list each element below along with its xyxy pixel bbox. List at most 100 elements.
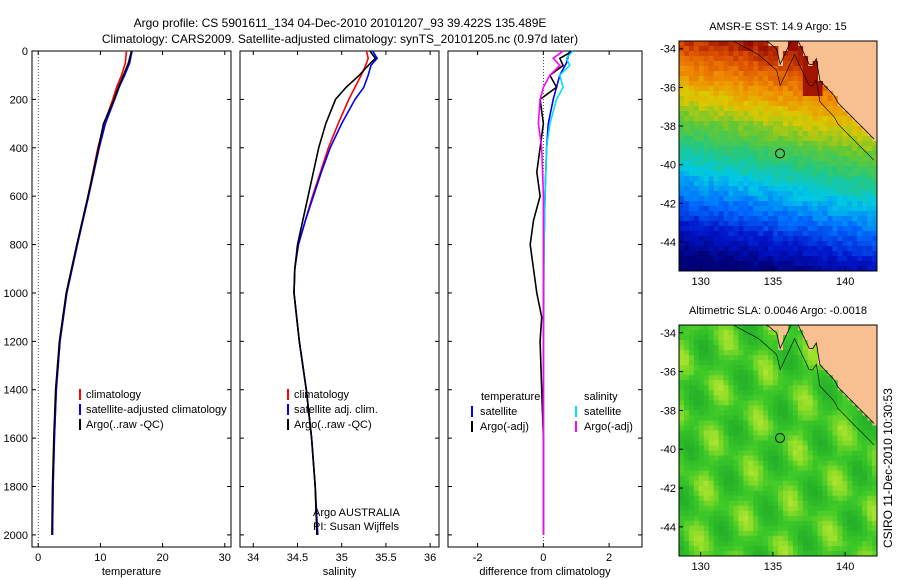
map-cell — [693, 410, 700, 416]
map-cell — [703, 460, 710, 467]
map-cell — [723, 171, 729, 177]
map-cell — [743, 111, 749, 117]
map-cell — [797, 221, 804, 227]
map-cell — [688, 71, 695, 77]
map-cell — [827, 435, 833, 441]
map-cell — [758, 550, 764, 557]
map-cell — [827, 121, 833, 127]
map-cell — [679, 216, 685, 222]
map-cell — [867, 445, 873, 451]
map-cell — [842, 131, 848, 137]
map-cell — [688, 505, 695, 512]
map-cell — [822, 530, 828, 537]
map-cell — [797, 380, 804, 386]
map-cell — [728, 156, 734, 162]
figure-title-line2: Climatology: CARS2009. Satellite-adjuste… — [102, 32, 578, 46]
map-cell — [683, 530, 690, 537]
map-cell — [743, 500, 749, 507]
map-cell — [822, 236, 828, 242]
map-cell — [703, 390, 710, 396]
map-cell — [872, 490, 878, 497]
map-cell — [738, 101, 744, 107]
map-cell — [847, 196, 853, 202]
map-cell — [847, 266, 853, 272]
map-cell — [748, 430, 754, 436]
map-cell — [837, 490, 843, 497]
map-cell — [703, 141, 710, 147]
map-cell — [698, 515, 705, 522]
map-cell — [703, 525, 710, 532]
map-cell — [787, 425, 794, 431]
map-cell — [688, 410, 695, 416]
map-cell — [733, 485, 739, 492]
map-cell — [827, 500, 833, 507]
map-cell — [758, 191, 764, 197]
map-cell — [773, 161, 779, 167]
map-cell — [688, 520, 695, 527]
map-cell — [773, 251, 779, 257]
map-cell — [679, 530, 685, 537]
map-cell — [872, 196, 878, 202]
map-cell — [773, 166, 779, 172]
map-cell — [812, 390, 818, 396]
map-cell — [753, 375, 759, 381]
map-cell — [738, 261, 744, 267]
map-cell — [679, 196, 685, 202]
map-cell — [822, 420, 828, 426]
map-cell — [773, 455, 779, 461]
map-cell — [738, 231, 744, 237]
map-cell — [862, 231, 868, 237]
map-cell — [782, 261, 789, 267]
map-cell — [733, 375, 739, 381]
map-cell — [703, 46, 710, 52]
map-cell — [872, 485, 878, 492]
map-cell — [827, 395, 833, 401]
map-cell — [842, 405, 848, 411]
map-cell — [872, 430, 878, 436]
map-cell — [817, 400, 823, 406]
map-cell — [708, 161, 715, 167]
map-cell — [837, 266, 843, 272]
map-cell — [797, 131, 804, 137]
map-cell — [852, 415, 858, 421]
map-cell — [718, 410, 724, 416]
map-cell — [753, 345, 759, 351]
map-cell — [782, 146, 789, 152]
map-cell — [708, 370, 715, 376]
map-cell — [847, 211, 853, 217]
map-cell — [782, 181, 789, 187]
map-cell — [807, 156, 814, 162]
map-cell — [802, 355, 809, 361]
map-cell — [787, 355, 794, 361]
map-cell — [802, 176, 809, 182]
map-cell — [718, 455, 724, 461]
map-cell — [792, 535, 799, 542]
map-cell — [733, 520, 739, 527]
map-cell — [693, 201, 700, 207]
map-cell — [773, 515, 779, 522]
map-cell — [782, 440, 789, 446]
map-cell — [847, 156, 853, 162]
map-cell — [812, 545, 818, 552]
map-cell — [723, 61, 729, 67]
map-cell — [837, 261, 843, 267]
map-cell — [733, 495, 739, 502]
map-cell — [817, 390, 823, 396]
map-cell — [763, 370, 769, 376]
map-cell — [847, 490, 853, 497]
map-cell — [797, 81, 804, 87]
map-cell — [718, 390, 724, 396]
map-cell — [807, 101, 814, 107]
map-cell — [782, 161, 789, 167]
map-cell — [728, 445, 734, 451]
map-cell — [723, 420, 729, 426]
map-cell — [842, 525, 848, 532]
map-cell — [792, 485, 799, 492]
map-cell — [748, 261, 754, 267]
map-cell — [693, 196, 700, 202]
map-cell — [748, 166, 754, 172]
map-cell — [698, 510, 705, 517]
map-cell — [852, 201, 858, 207]
map-cell — [743, 470, 749, 477]
map-cell — [847, 465, 853, 472]
